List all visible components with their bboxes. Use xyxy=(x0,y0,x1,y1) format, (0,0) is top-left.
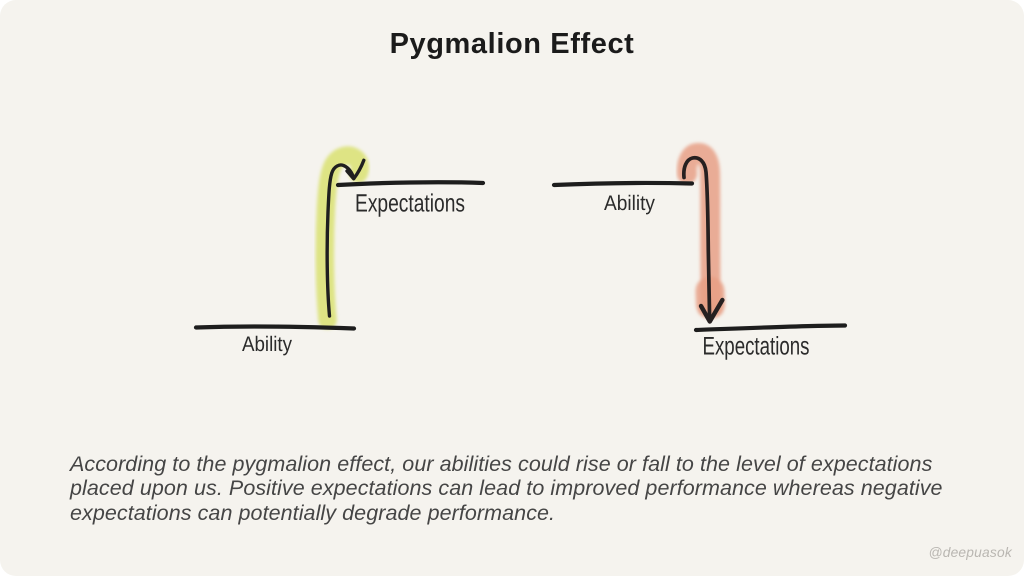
svg-text:Expectations: Expectations xyxy=(703,333,810,361)
svg-text:Expectations: Expectations xyxy=(355,190,465,218)
svg-text:Ability: Ability xyxy=(604,192,655,215)
svg-text:Ability: Ability xyxy=(242,333,292,356)
